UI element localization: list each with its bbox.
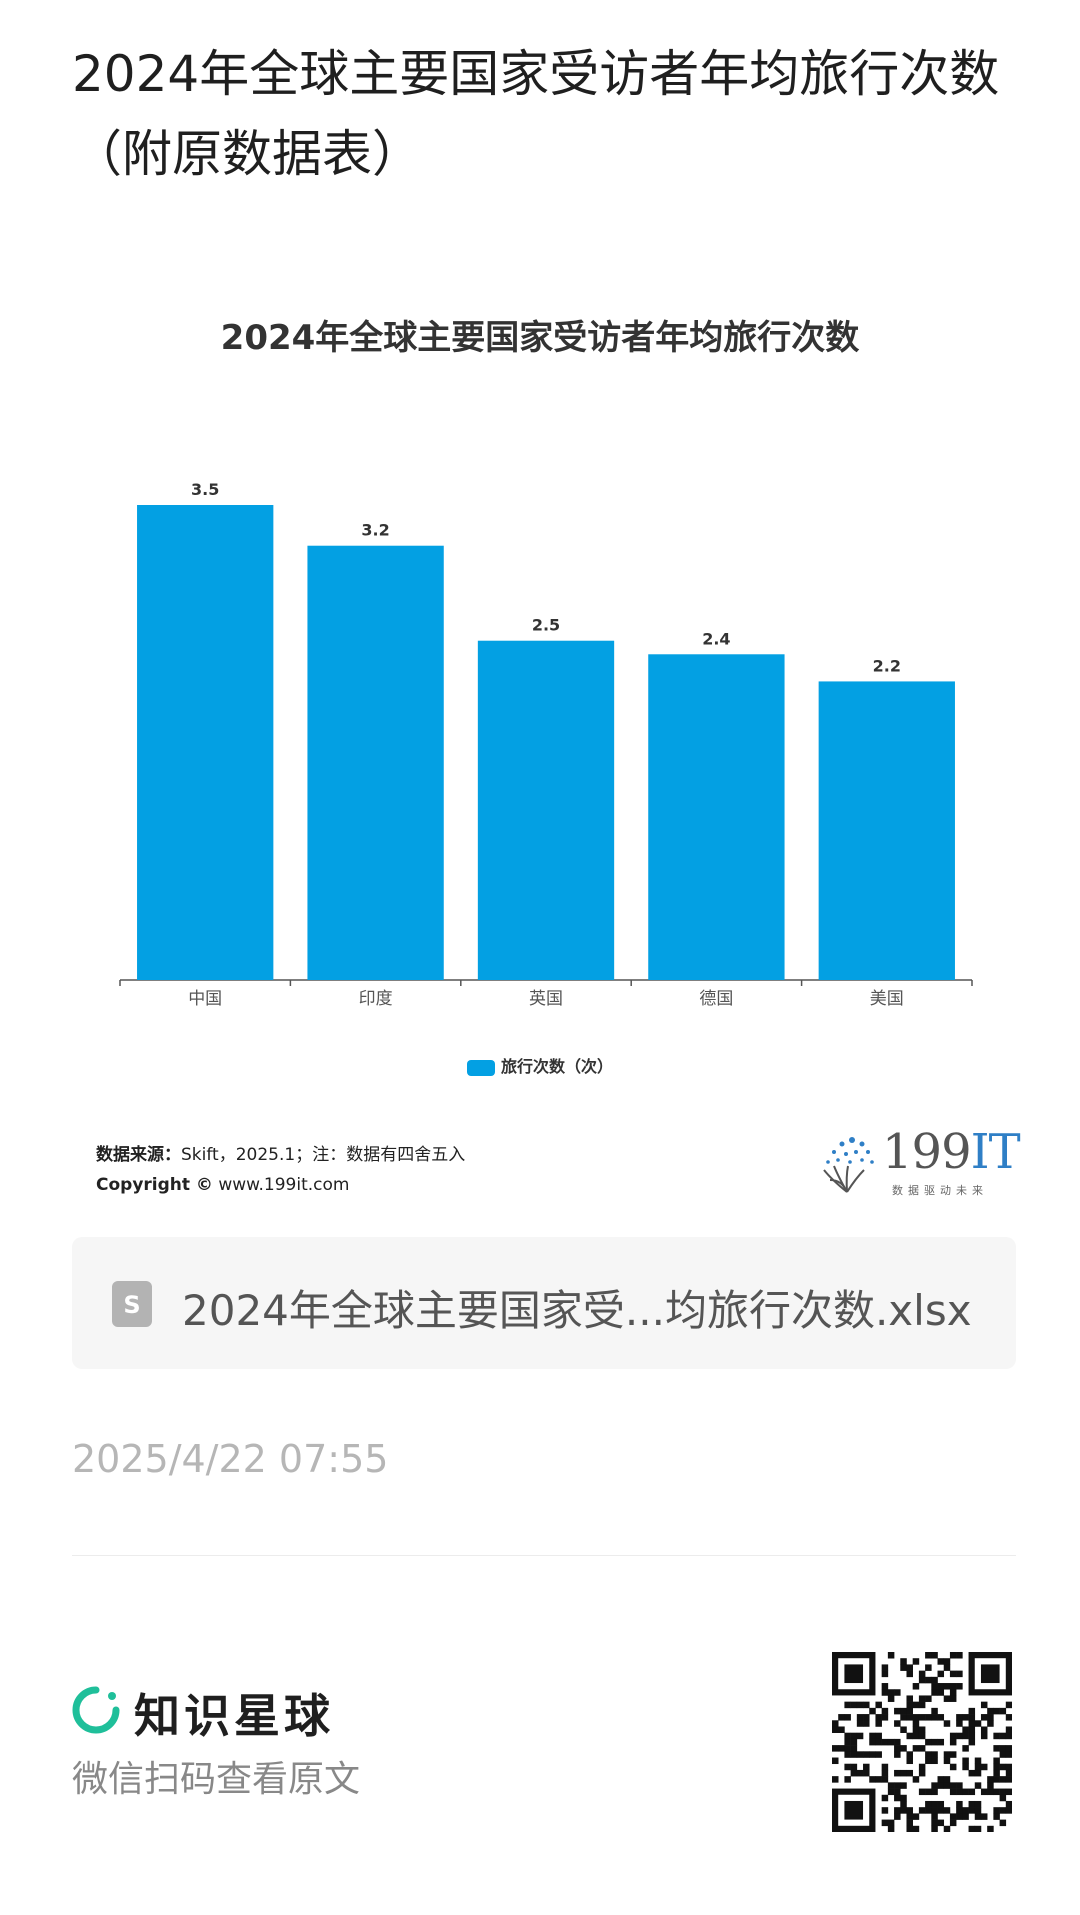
qr-code[interactable] (832, 1652, 1012, 1832)
legend-swatch (466, 1059, 495, 1076)
data-label-3: 2.4 (702, 629, 730, 648)
page-title: 2024年全球主要国家受访者年均旅行次数（附原数据表） (72, 45, 1000, 183)
data-source: 数据来源：Skift，2025.1；注：数据有四舍五入 Copyright © … (96, 1140, 465, 1200)
scan-hint: 微信扫码查看原文 (72, 1759, 361, 1800)
source-label: 数据来源： (96, 1145, 181, 1165)
bar-1 (307, 545, 444, 980)
attachment-card[interactable]: S 2024年全球主要国家受...均旅行次数.xlsx (72, 1237, 1016, 1369)
category-label-0: 中国 (188, 989, 222, 1009)
qr-finder-pattern (832, 1788, 876, 1832)
dandelion-logo-icon (823, 1137, 874, 1193)
199it-logo: 199IT 数据驱动未来 (812, 1124, 1021, 1200)
bar-3 (648, 654, 785, 980)
copyright-label: Copyright © (96, 1175, 213, 1195)
qr-finder-pattern (832, 1652, 876, 1696)
zsxq-brand: 知识星球 (134, 1689, 334, 1743)
legend-label: 旅行次数（次） (500, 1057, 613, 1076)
chart-legend: 旅行次数（次） (0, 1053, 1080, 1077)
data-label-4: 2.2 (873, 656, 901, 675)
zsxq-logo-icon (72, 1686, 120, 1734)
data-label-1: 3.2 (361, 521, 389, 540)
category-label-1: 印度 (359, 989, 393, 1009)
category-label-4: 美国 (870, 989, 904, 1009)
qr-finder-pattern (968, 1652, 1012, 1696)
category-label-2: 英国 (529, 989, 563, 1009)
data-label-0: 3.5 (191, 480, 219, 499)
logo-number: 199 (882, 1124, 972, 1180)
category-label-3: 德国 (699, 989, 733, 1009)
logo-tagline: 数据驱动未来 (892, 1184, 988, 1197)
post-timestamp: 2025/4/22 07:55 (72, 1437, 389, 1481)
chart-title: 2024年全球主要国家受访者年均旅行次数 (220, 318, 860, 358)
bar-chart: 3.5 中国 3.2 印度 2.5 英国 2.4 德国 2.2 美国 (119, 480, 973, 1009)
source-text: Skift，2025.1；注：数据有四舍五入 (181, 1145, 466, 1165)
bar-4 (818, 681, 955, 980)
logo-it: IT (970, 1124, 1021, 1180)
bar-2 (477, 640, 615, 980)
spreadsheet-icon: S (112, 1281, 152, 1327)
site-link[interactable]: www.199it.com (218, 1175, 350, 1195)
data-label-2: 2.5 (532, 616, 560, 635)
divider (72, 1555, 1016, 1556)
bar-0 (137, 505, 274, 980)
attachment-filename[interactable]: 2024年全球主要国家受...均旅行次数.xlsx (182, 1286, 972, 1335)
